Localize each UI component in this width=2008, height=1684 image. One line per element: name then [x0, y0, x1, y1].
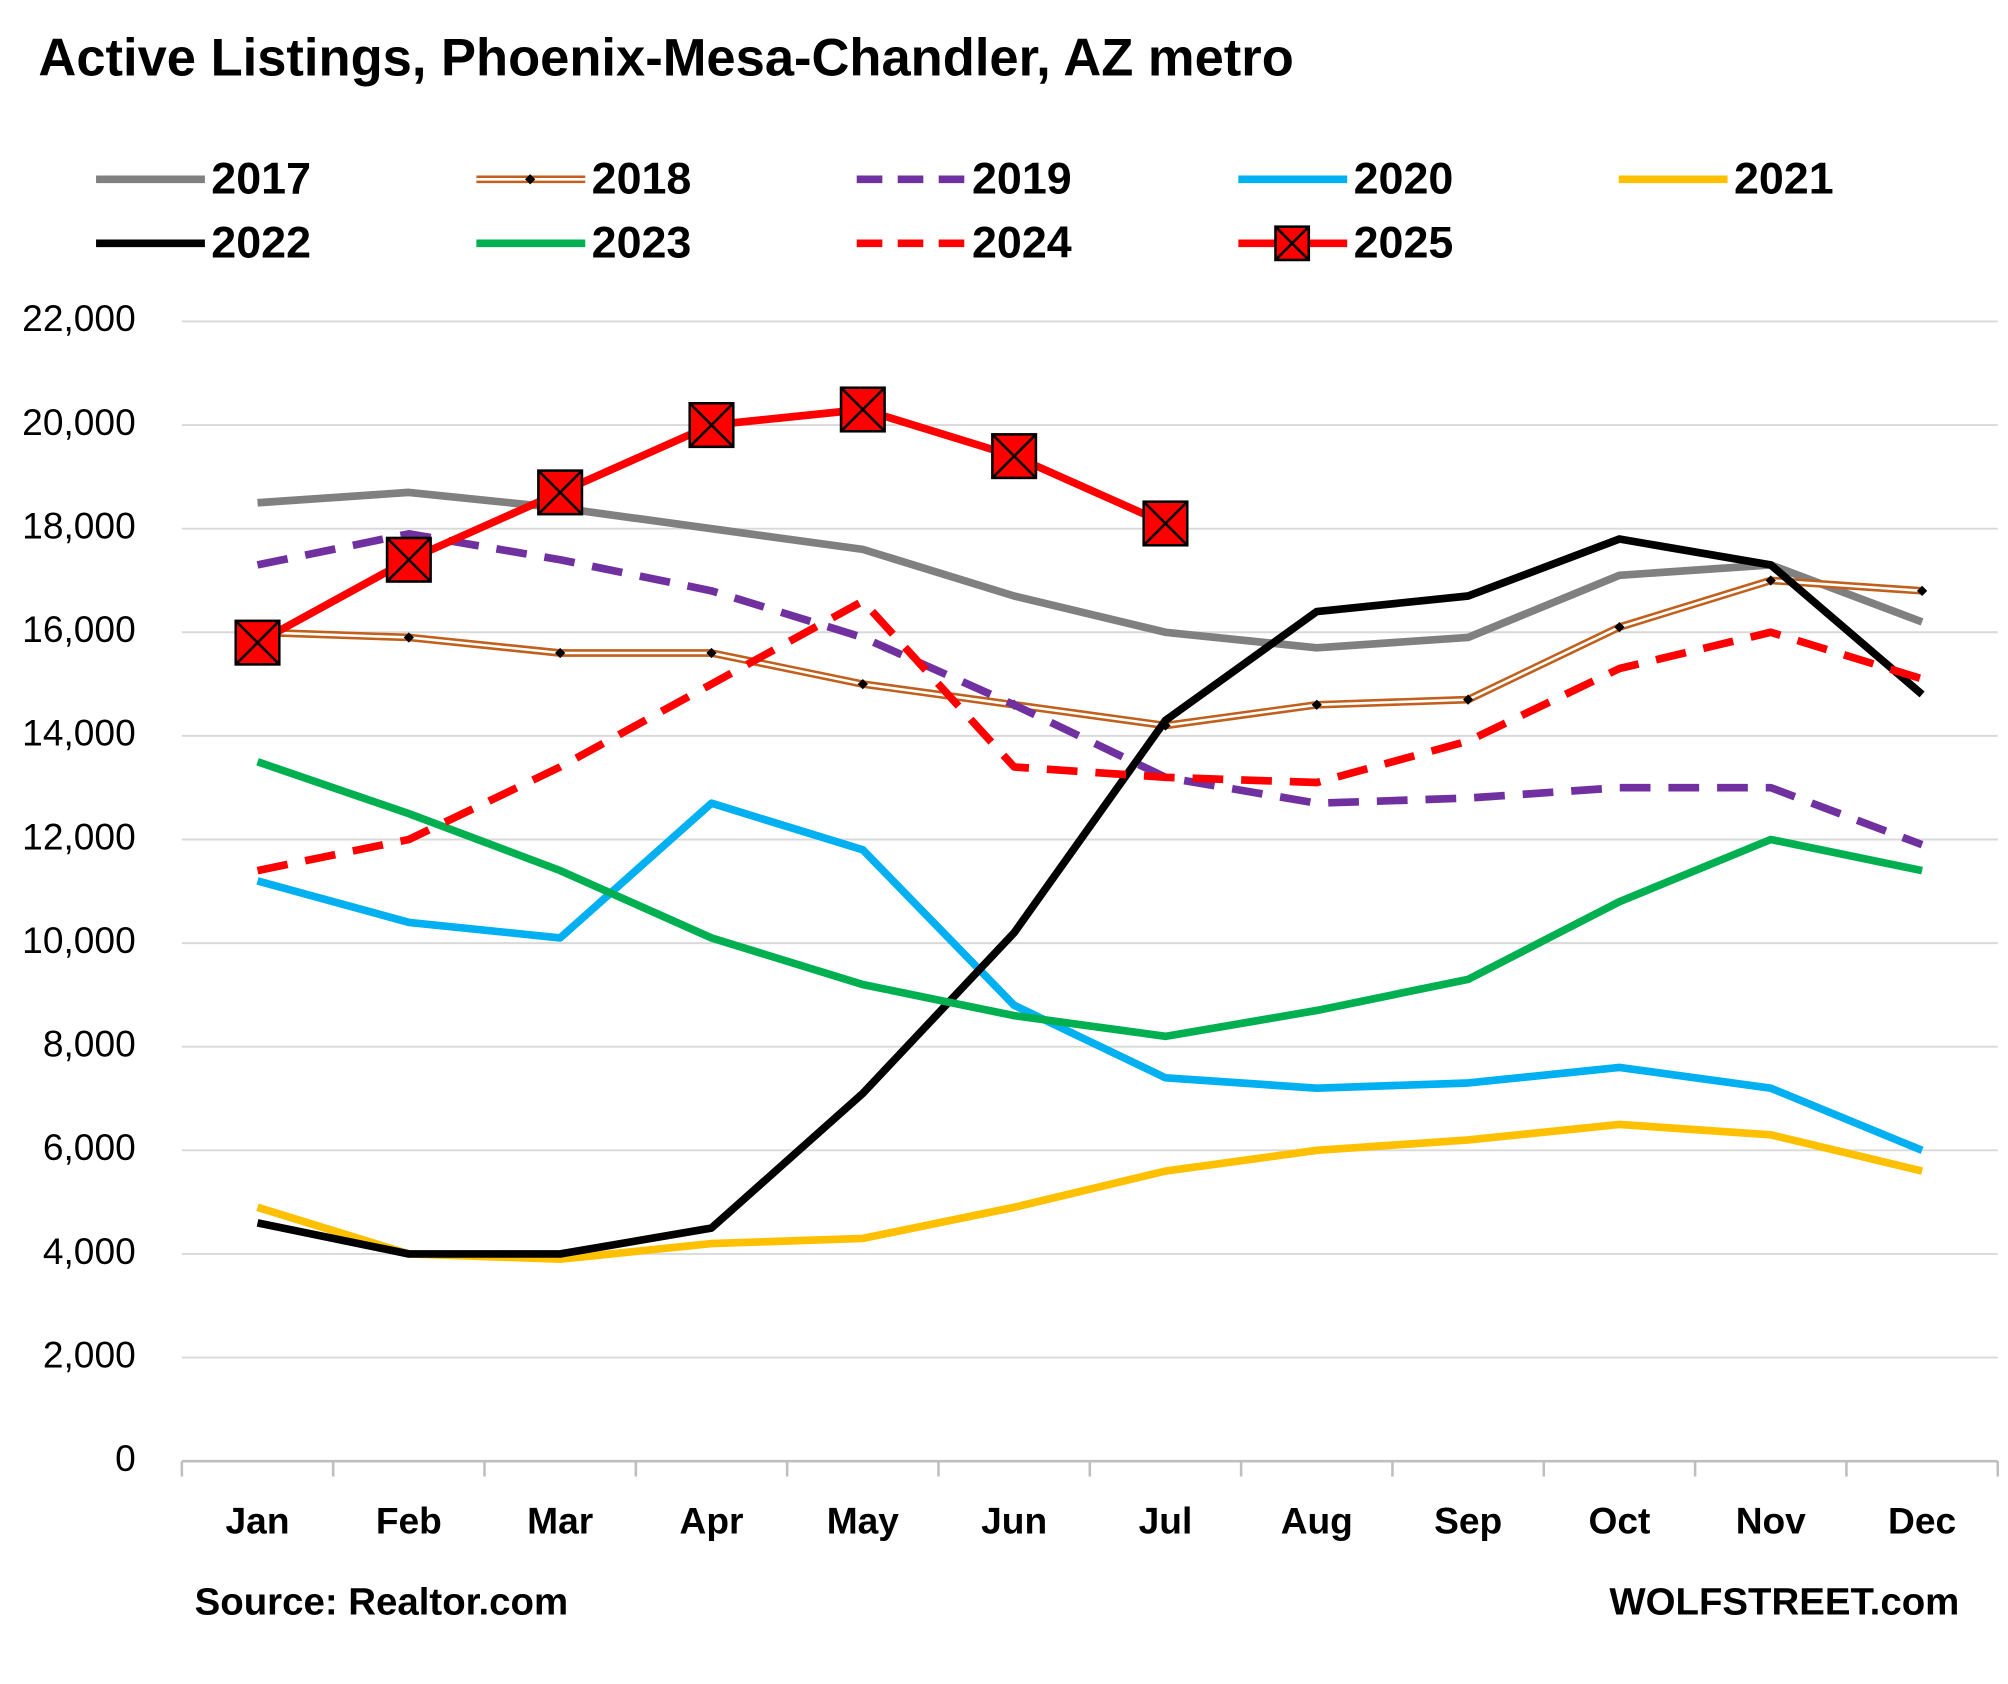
point-marker: [1614, 621, 1625, 633]
source: Source: Realtor.com: [195, 1581, 569, 1624]
legend-label: 2023: [592, 218, 692, 268]
point-marker: [1765, 575, 1776, 586]
x-tick-label: Dec: [1888, 1500, 1956, 1542]
legend-marker: [525, 174, 536, 185]
x-tick-label: Feb: [376, 1500, 442, 1542]
y-tick-label: 0: [115, 1437, 136, 1479]
y-tick-label: 6,000: [43, 1126, 136, 1168]
x-tick-label: Jan: [226, 1500, 290, 1542]
series-line: [256, 535, 1925, 1258]
chart-title: Active Listings, Phoenix-Mesa-Chandler, …: [38, 28, 1293, 87]
legend-label: 2017: [211, 154, 311, 204]
series-line: [256, 597, 1924, 875]
x-tick-label: Apr: [680, 1500, 744, 1542]
y-tick-label: 18,000: [22, 504, 136, 546]
y-tick-label: 16,000: [22, 608, 136, 650]
series-line: [256, 529, 1924, 849]
series-line: [256, 799, 1924, 1154]
y-tick-label: 10,000: [22, 919, 136, 961]
legend-marker: [1274, 225, 1310, 261]
series-line: [256, 758, 1923, 1041]
point-marker: [706, 647, 717, 659]
y-tick-label: 22,000: [22, 297, 136, 339]
x-tick-label: Jun: [981, 1500, 1047, 1542]
point-marker: [1142, 500, 1189, 547]
x-tick-label: May: [827, 1500, 900, 1542]
x-tick-label: Nov: [1736, 1500, 1806, 1542]
point-marker: [1462, 694, 1474, 705]
point-marker: [688, 401, 735, 449]
point-marker: [1916, 585, 1928, 596]
point-marker: [385, 536, 432, 583]
point-marker: [555, 647, 566, 659]
y-tick-label: 20,000: [22, 401, 136, 443]
y-tick-label: 8,000: [43, 1023, 136, 1065]
x-tick-label: Oct: [1588, 1500, 1650, 1542]
y-tick-label: 12,000: [22, 815, 136, 857]
y-tick-label: 2,000: [43, 1333, 136, 1375]
legend-label: 2020: [1354, 154, 1454, 204]
x-tick-label: Aug: [1281, 1500, 1353, 1542]
point-marker: [991, 433, 1038, 480]
point-marker: [403, 632, 414, 643]
point-marker: [234, 619, 281, 666]
y-tick-label: 14,000: [22, 712, 136, 754]
x-tick-label: Jul: [1139, 1500, 1193, 1542]
legend-label: 2024: [972, 218, 1072, 268]
point-marker: [839, 386, 886, 433]
series-line-core: [257, 579, 1923, 727]
legend-label: 2021: [1734, 154, 1834, 204]
point-marker: [537, 469, 584, 516]
legend-label: 2019: [972, 154, 1072, 204]
y-tick-label: 4,000: [43, 1230, 136, 1272]
credit: WOLFSTREET.com: [1609, 1581, 1959, 1624]
legend-label: 2025: [1354, 218, 1454, 268]
x-tick-label: Mar: [527, 1500, 593, 1542]
legend-label: 2018: [592, 154, 692, 204]
x-tick-label: Sep: [1434, 1500, 1502, 1542]
point-marker: [857, 678, 868, 690]
series-line: [256, 1120, 1923, 1263]
legend-label: 2022: [211, 218, 311, 268]
